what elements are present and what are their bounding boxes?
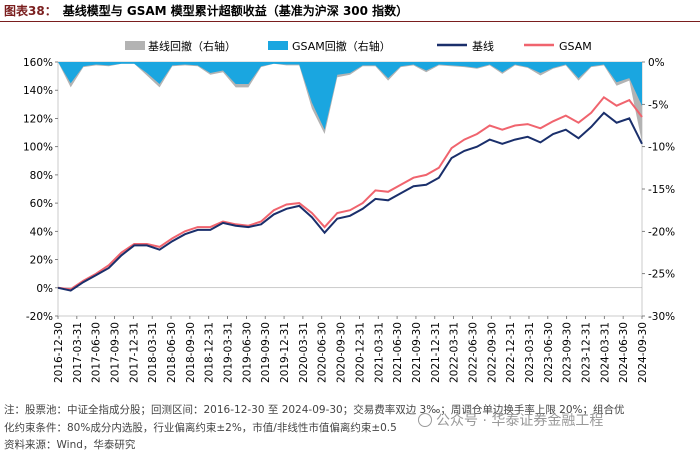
source-note: 资料来源：Wind，华泰研究: [4, 439, 136, 451]
legend-label-baseline: 基线: [472, 39, 494, 53]
chart: 基线回撤（右轴） GSAM回撤（右轴） 基线 GSAM -20% 0% 20% 40%…: [23, 39, 675, 383]
x-axis-tick-label: 2020-12-31: [354, 322, 366, 383]
x-axis-tick-label: 2023-06-30: [543, 322, 555, 383]
left-axis-tick-label: 140%: [23, 85, 53, 97]
baseline-drawdown-area: [58, 62, 642, 143]
legend-swatch-gsam-drawdown: [268, 41, 288, 50]
left-axis-tick-label: 100%: [23, 142, 53, 154]
gsam-drawdown-area: [58, 62, 642, 130]
x-axis-tick-label: 2023-12-31: [580, 322, 592, 383]
x-axis-tick-label: 2020-09-30: [336, 322, 348, 383]
x-axis-tick-label: 2024-06-30: [618, 322, 630, 383]
plot-frame: [57, 61, 643, 317]
left-axis-tick-label: 80%: [30, 170, 53, 182]
x-axis-tick-label: 2019-06-30: [241, 322, 253, 383]
x-axis-tick-label: 2024-09-30: [637, 322, 649, 383]
x-axis-tick-label: 2017-12-31: [128, 322, 140, 383]
x-axis-tick-label: 2022-06-30: [467, 322, 479, 383]
left-axis-tick-label: 60%: [30, 198, 53, 210]
watermark-text: 公众号 · 华泰证券金融工程: [436, 413, 604, 429]
footnote-line-1: 注：股票池：中证全指成分股；回测区间：2016-12-30 至 2024-09-…: [4, 404, 625, 416]
x-axis-tick-label: 2022-12-31: [505, 322, 517, 383]
wechat-icon: [418, 413, 432, 427]
gsam-line: [57, 95, 643, 291]
x-axis-tick-label: 2018-06-30: [166, 322, 178, 383]
left-axis-tick-label: 160%: [23, 57, 53, 69]
x-axis-tick-label: 2020-03-31: [298, 322, 310, 383]
x-axis-tick-label: 2021-06-30: [392, 322, 404, 383]
x-axis-tick-label: 2017-03-31: [72, 322, 84, 383]
legend-swatch-baseline-drawdown: [125, 41, 145, 50]
x-axis-tick-label: 2021-03-31: [373, 322, 385, 383]
x-axis-tick-label: 2022-09-30: [486, 322, 498, 383]
legend-label-gsam-drawdown: GSAM回撤（右轴）: [292, 39, 391, 53]
x-axis-tick-label: 2019-12-31: [279, 322, 291, 383]
baseline-line: [57, 111, 643, 292]
x-axis-tick-label: 2018-03-31: [147, 322, 159, 383]
plot-area: -20% 0% 20% 40% 60% 80% 100% 120% 140% 160% -30% -2…: [23, 57, 675, 383]
right-axis-tick-label: -15%: [648, 184, 675, 196]
legend: 基线回撤（右轴） GSAM回撤（右轴） 基线 GSAM: [125, 39, 592, 53]
x-axis-tick-label: 2021-09-30: [411, 322, 423, 383]
right-axis-tick-label: -5%: [648, 99, 668, 111]
left-axis-tick-label: 120%: [23, 113, 53, 125]
figure-title: 基线模型与 GSAM 模型累计超额收益（基准为沪深 300 指数）: [62, 4, 409, 18]
x-axis-tick-label: 2023-09-30: [562, 322, 574, 383]
x-axis-tick-label: 2017-09-30: [110, 322, 122, 383]
right-axis-tick-label: -10%: [648, 142, 675, 154]
right-axis-tick-label: -20%: [648, 226, 675, 238]
left-axis-tick-label: 0%: [36, 283, 53, 295]
x-axis-tick-label: 2017-06-30: [91, 322, 103, 383]
legend-label-baseline-drawdown: 基线回撤（右轴）: [148, 39, 236, 53]
x-axis-tick-label: 2022-03-31: [449, 322, 461, 383]
x-axis-tick-label: 2019-09-30: [260, 322, 272, 383]
x-axis-tick-label: 2016-12-30: [53, 322, 65, 383]
x-axis-tick-label: 2020-06-30: [317, 322, 329, 383]
left-axis-tick-label: 40%: [30, 226, 53, 238]
x-axis-tick-label: 2018-09-30: [185, 322, 197, 383]
figure-label: 图表38：: [4, 4, 57, 18]
x-axis-tick-label: 2018-12-31: [204, 322, 216, 383]
x-axis-tick-label: 2023-03-31: [524, 322, 536, 383]
right-axis-tick-label: 0%: [648, 57, 665, 69]
left-axis-tick-label: -20%: [26, 311, 53, 323]
right-axis-tick-label: -25%: [648, 269, 675, 281]
right-axis-tick-label: -30%: [648, 311, 675, 323]
x-axis-tick-label: 2021-12-31: [430, 322, 442, 383]
x-axis-tick-label: 2024-03-31: [599, 322, 611, 383]
legend-label-gsam: GSAM: [559, 40, 592, 53]
x-axis-tick-label: 2019-03-31: [223, 322, 235, 383]
left-axis-tick-label: 20%: [30, 255, 53, 267]
watermark: 公众号 · 华泰证券金融工程: [418, 410, 603, 430]
footnote-line-2: 化约束条件：80%成分内选股，行业偏离约束±2%，市值/非线性市值偏离约束±0.…: [4, 422, 397, 434]
figure-title-bar: 图表38： 基线模型与 GSAM 模型累计超额收益（基准为沪深 300 指数）: [0, 0, 700, 22]
